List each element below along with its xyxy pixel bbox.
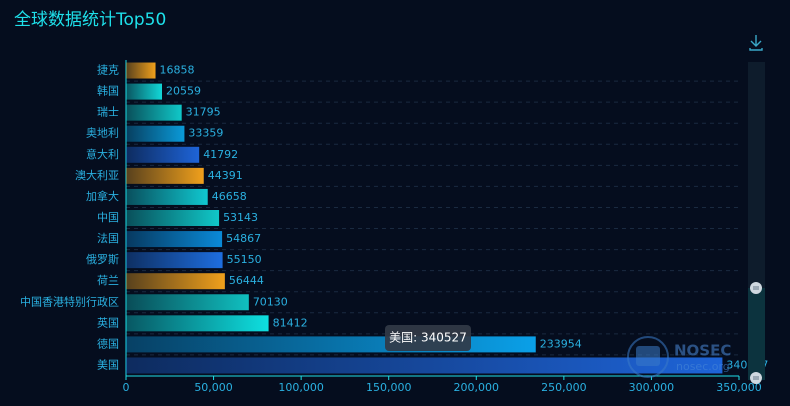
chart-title: 全球数据统计Top50 (14, 10, 166, 30)
watermark-logo (636, 346, 660, 366)
y-tick-label: 法国 (97, 231, 119, 245)
watermark-logo (627, 336, 669, 378)
y-tick-label: 奥地利 (86, 126, 119, 140)
data-label: 53143 (223, 211, 258, 224)
x-tick-label: 100,000 (278, 381, 324, 394)
data-label: 44391 (208, 169, 243, 182)
data-label: 55150 (227, 253, 262, 266)
x-tick-label: 50,000 (194, 381, 233, 394)
y-tick-label: 荷兰 (97, 274, 119, 287)
data-label: 46658 (212, 190, 247, 203)
data-label: 81412 (273, 316, 308, 329)
y-tick-label: 捷克 (97, 63, 119, 77)
y-tick-label: 中国香港特别行政区 (20, 294, 119, 308)
x-tick-label: 0 (123, 381, 130, 394)
data-label: 31795 (186, 106, 221, 119)
y-tick-label: 中国 (97, 211, 119, 224)
watermark-name: NOSEC (674, 342, 731, 360)
y-tick-label: 加拿大 (86, 189, 119, 203)
bar (126, 188, 208, 205)
zoom-window (748, 288, 765, 380)
data-label: 16858 (160, 64, 195, 77)
tooltip: 美国: 340527 (385, 325, 471, 351)
data-label: 20559 (166, 85, 201, 98)
zoom-handle-grip (753, 286, 759, 290)
x-tick-label: 350,000 (716, 381, 762, 394)
bar (126, 167, 204, 184)
data-label: 70130 (253, 295, 288, 308)
data-label: 41792 (203, 148, 238, 161)
data-label: 54867 (226, 232, 261, 245)
bar (126, 83, 163, 100)
x-tick-label: 250,000 (541, 381, 587, 394)
data-label: 56444 (229, 274, 264, 287)
tooltip-text: 美国: 340527 (389, 331, 467, 345)
y-tick-label: 意大利 (86, 147, 119, 161)
bar (126, 210, 220, 226)
y-tick-label: 瑞士 (97, 105, 119, 119)
bar (126, 273, 225, 290)
x-tick-label: 300,000 (629, 381, 675, 394)
tooltip-box (385, 325, 471, 351)
y-tick-label: 韩国 (97, 84, 119, 98)
y-tick-label: 美国 (97, 358, 119, 371)
y-tick-label: 澳大利亚 (75, 168, 119, 182)
bar (126, 146, 200, 163)
bar (126, 125, 185, 142)
bar (126, 315, 269, 332)
x-tick-label: 200,000 (454, 381, 500, 394)
y-tick-label: 俄罗斯 (86, 253, 119, 266)
watermark-site: nosec.org (676, 360, 730, 373)
zoom-handle-grip (753, 376, 759, 380)
y-tick-label: 英国 (97, 315, 119, 329)
bar (126, 252, 223, 269)
data-label: 33359 (188, 127, 223, 140)
data-label: 233954 (540, 337, 582, 350)
y-tick-label: 德国 (97, 336, 119, 350)
download-icon[interactable] (749, 35, 763, 51)
bar (126, 231, 223, 248)
bar (126, 62, 156, 79)
bar (126, 357, 723, 374)
bar (126, 336, 536, 353)
bar (126, 294, 249, 311)
x-tick-label: 150,000 (366, 381, 412, 394)
bar (126, 104, 182, 121)
